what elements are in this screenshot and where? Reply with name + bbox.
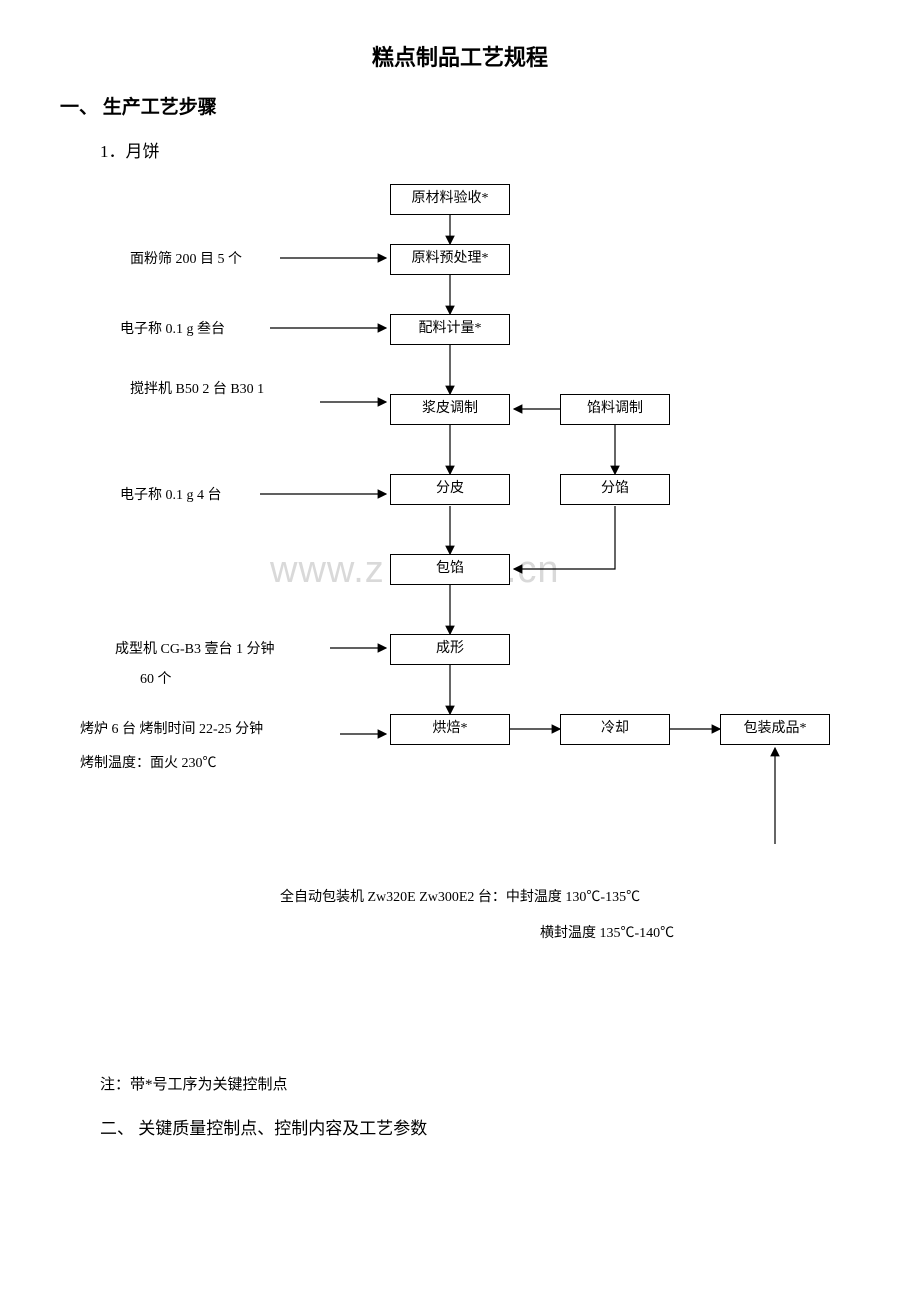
flowchart: www.z in. om.cn 原材料验收* 原料预处理* 配料计量* 浆皮调制… — [60, 174, 860, 874]
node-split-filling: 分馅 — [560, 474, 670, 505]
node-pretreatment: 原料预处理* — [390, 244, 510, 275]
subsection-1: 1．月饼 — [100, 137, 860, 162]
ann-oven-1: 烤炉 6 台 烤制时间 22-25 分钟 — [80, 720, 263, 740]
node-forming: 成形 — [390, 634, 510, 665]
page-title: 糕点制品工艺规程 — [60, 40, 860, 72]
node-packaging: 包装成品* — [720, 714, 830, 745]
node-filling-mix: 馅料调制 — [560, 394, 670, 425]
node-baking: 烘焙* — [390, 714, 510, 745]
node-wrap-filling: 包馅 — [390, 554, 510, 585]
section-1-heading: 一、 生产工艺步骤 — [60, 92, 860, 119]
node-weighing: 配料计量* — [390, 314, 510, 345]
ann-flour-sieve: 面粉筛 200 目 5 个 — [130, 250, 242, 270]
ann-mixer: 搅拌机 B50 2 台 B30 1 — [130, 380, 264, 400]
ann-forming-1: 成型机 CG-B3 壹台 1 分钟 — [115, 640, 274, 660]
packaging-note-2: 横封温度 135℃-140℃ — [540, 916, 860, 952]
ann-forming-2: 60 个 — [140, 670, 172, 690]
ann-scale-3: 电子称 0.1 g 叁台 — [120, 320, 225, 340]
packaging-note-1: 全自动包装机 Zw320E Zw300E2 台：中封温度 130℃-135℃ — [280, 880, 860, 916]
asterisk-note: 注：带*号工序为关键控制点 — [100, 1073, 860, 1094]
node-cooling: 冷却 — [560, 714, 670, 745]
ann-scale-4: 电子称 0.1 g 4 台 — [120, 486, 222, 506]
node-split-dough: 分皮 — [390, 474, 510, 505]
node-raw-material-accept: 原材料验收* — [390, 184, 510, 215]
node-dough-mix: 浆皮调制 — [390, 394, 510, 425]
ann-oven-2: 烤制温度：面火 230℃ — [80, 754, 217, 774]
section-2-heading: 二、 关键质量控制点、控制内容及工艺参数 — [100, 1114, 860, 1139]
packaging-note: 全自动包装机 Zw320E Zw300E2 台：中封温度 130℃-135℃ 横… — [60, 880, 860, 953]
